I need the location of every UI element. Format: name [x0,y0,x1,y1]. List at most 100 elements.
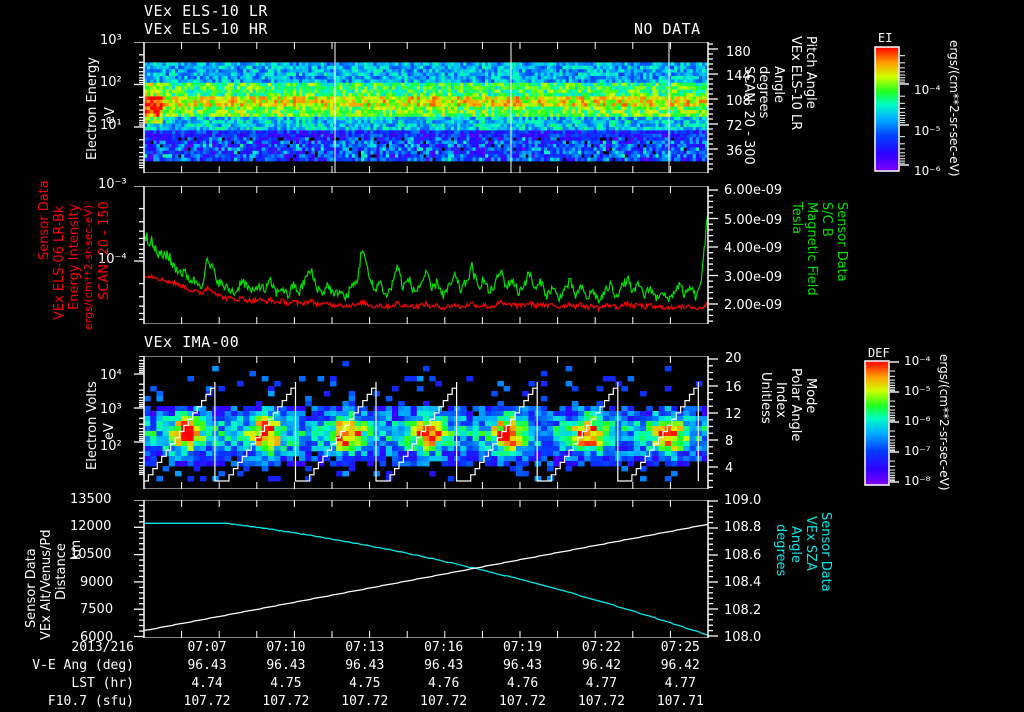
colorbar-def-units: ergs/(cm**2-sr-sec-eV) [938,354,950,491]
colorbar-def-gradient [864,360,890,486]
panel4-y2tick-3: 108.4 [724,576,761,589]
colorbar-ei-gradient [874,46,900,172]
panel4-y2label-sensor-data: Sensor Data [819,512,832,592]
panel3-left-ticks [132,356,145,489]
bottom-axis-value: 4.77 [557,676,645,691]
panel1-y2tick-180: 180 [726,46,751,59]
panel2-y2label-sc-b: S/C B [820,202,833,237]
panel1-y2label-pitch-angle: Pitch Angle [804,36,817,109]
bottom-axis-value: 107.72 [321,694,409,709]
panel4-y2tick-4: 108.2 [724,604,761,617]
bottom-axis-value: 4.76 [479,676,567,691]
panel2-y2label-sensor-data: Sensor Data [835,202,848,282]
panel2-right-ticks [707,186,721,324]
panel4-y2tick-0: 109.0 [724,494,761,507]
panel2-ylabel-scan: SCAN: 20 - 150 [98,201,111,300]
panel1-y2sub-degrees: degrees [757,66,770,118]
bottom-axis-value: 4.77 [636,676,724,691]
panel1-ylabel-line2: eV [104,107,117,124]
panel3-ytick-1e2: 10² [100,440,122,453]
panel1-ytick-100: 10² [100,76,122,89]
colorbar-def-tick-2: 10⁻⁶ [904,415,930,427]
panel3-ylabel-electron-volts: Electron Volts [86,381,99,470]
panel3-y2tick-8: 8 [725,435,733,448]
panel1-ytick-1000: 10³ [100,34,122,47]
bottom-axis-value: 4.74 [163,676,251,691]
panel2-y2tick-2: 4.00e-09 [724,242,782,255]
panel3-ytick-1e3: 10³ [100,403,122,416]
colorbar-def-tick-4: 10⁻⁸ [904,475,930,487]
panel4-lines [144,500,708,638]
panel3-y2label-mode: Mode [804,378,817,413]
panel2-ylabel-instrument: VEx ELS-06 LR-Bk [53,206,66,320]
colorbar-def-tick-3: 10⁻⁷ [904,445,930,457]
bottom-axis-value: 107.72 [479,694,567,709]
panel4-y2label-degrees: degrees [774,524,787,576]
colorbar-ei-tick-0: 10⁻⁴ [914,84,940,96]
colorbar-ei-units: ergs/(cm**2-sr-sec-eV) [948,40,960,177]
panel3-plot-area [144,356,708,489]
bottom-axis-value: 107.72 [242,694,330,709]
panel2-y2tick-0: 6.00e-09 [724,184,782,197]
panel2-ytick-1e-3: 10⁻³ [98,178,127,191]
panel1-spectrogram [144,42,708,173]
panel1-right-ticks [707,42,721,173]
panel3-title: VEx IMA-00 [144,335,239,350]
bottom-axis-value: 4.76 [400,676,488,691]
panel2-lines [144,186,708,324]
bottom-axis-value: 96.43 [163,658,251,673]
panel2-y2tick-3: 3.00e-09 [724,271,782,284]
panel3-ytick-1e4: 10⁴ [100,369,122,382]
panel4-ylabel-km: km [70,540,83,560]
bottom-axis-value: 107.72 [557,694,645,709]
panel3-y2label-unitless: Unitless [759,372,772,424]
bottom-axis-value: 96.42 [557,658,645,673]
panel2-y2tick-4: 2.00e-09 [724,299,782,312]
bottom-axis-value: 96.43 [242,658,330,673]
bottom-axis-value: 96.43 [479,658,567,673]
colorbar-def-tick-0: 10⁻⁴ [904,355,930,367]
panel1-title-line2: VEx ELS-10 HR [144,22,268,37]
bottom-x-ticks [144,638,708,650]
panel2-y2tick-1: 5.00e-09 [724,214,782,227]
panel2-y2label-magnetic-field: Magnetic Field [805,202,818,296]
panel4-ytick-9000: 9000 [80,576,113,589]
panel3-spectrogram [144,356,708,489]
panel2-left-ticks [132,186,145,324]
colorbar-ei-tick-1: 10⁻⁵ [914,125,940,137]
panel4-ylabel-sensor-data: Sensor Data [25,548,38,628]
bottom-axis-value: 4.75 [321,676,409,691]
panel4-ytick-13500: 13500 [70,493,111,506]
colorbar-ei-ticks [900,46,912,172]
bottom-axis-value: 107.71 [636,694,724,709]
panel3-y2tick-12: 12 [725,408,742,421]
bottom-axis-value: 96.43 [321,658,409,673]
bottom-axis-row-label: F10.7 (sfu) [0,694,134,709]
panel3-y2tick-20: 20 [725,352,742,365]
colorbar-ei-title: EI [878,32,892,44]
bottom-axis-value: 4.75 [242,676,330,691]
panel1-y2sub-scan: SCAN: 20 - 300 [742,66,755,165]
bottom-axis-row-label: 2013/216 [0,640,134,655]
panel3-ylabel-ev: eV [103,423,116,440]
panel3-y2label-polar-angle: Polar Angle [789,368,802,441]
bottom-axis-row-label: LST (hr) [0,676,134,691]
bottom-axis-value: 96.43 [400,658,488,673]
panel1-plot-area [144,42,708,173]
panel4-y2tick-2: 108.6 [724,549,761,562]
panel4-ylabel-alt: VEx Alt/Venus/Pd [40,529,53,640]
panel3-right-ticks [707,356,721,489]
panel4-ylabel-distance: Distance [55,543,68,600]
panel1-left-ticks [132,42,145,173]
panel4-y2label-sza: VEx SZA [804,516,817,571]
colorbar-def-tick-1: 10⁻⁵ [904,385,930,397]
panel1-ylabel-line1: Electron Energy [86,57,99,160]
panel4-y2label-angle: Angle [789,526,802,563]
panel2-y2label-tesla: Tesla [790,202,803,234]
colorbar-ei-tick-2: 10⁻⁶ [914,165,940,177]
panel3-y2tick-4: 4 [725,462,733,475]
